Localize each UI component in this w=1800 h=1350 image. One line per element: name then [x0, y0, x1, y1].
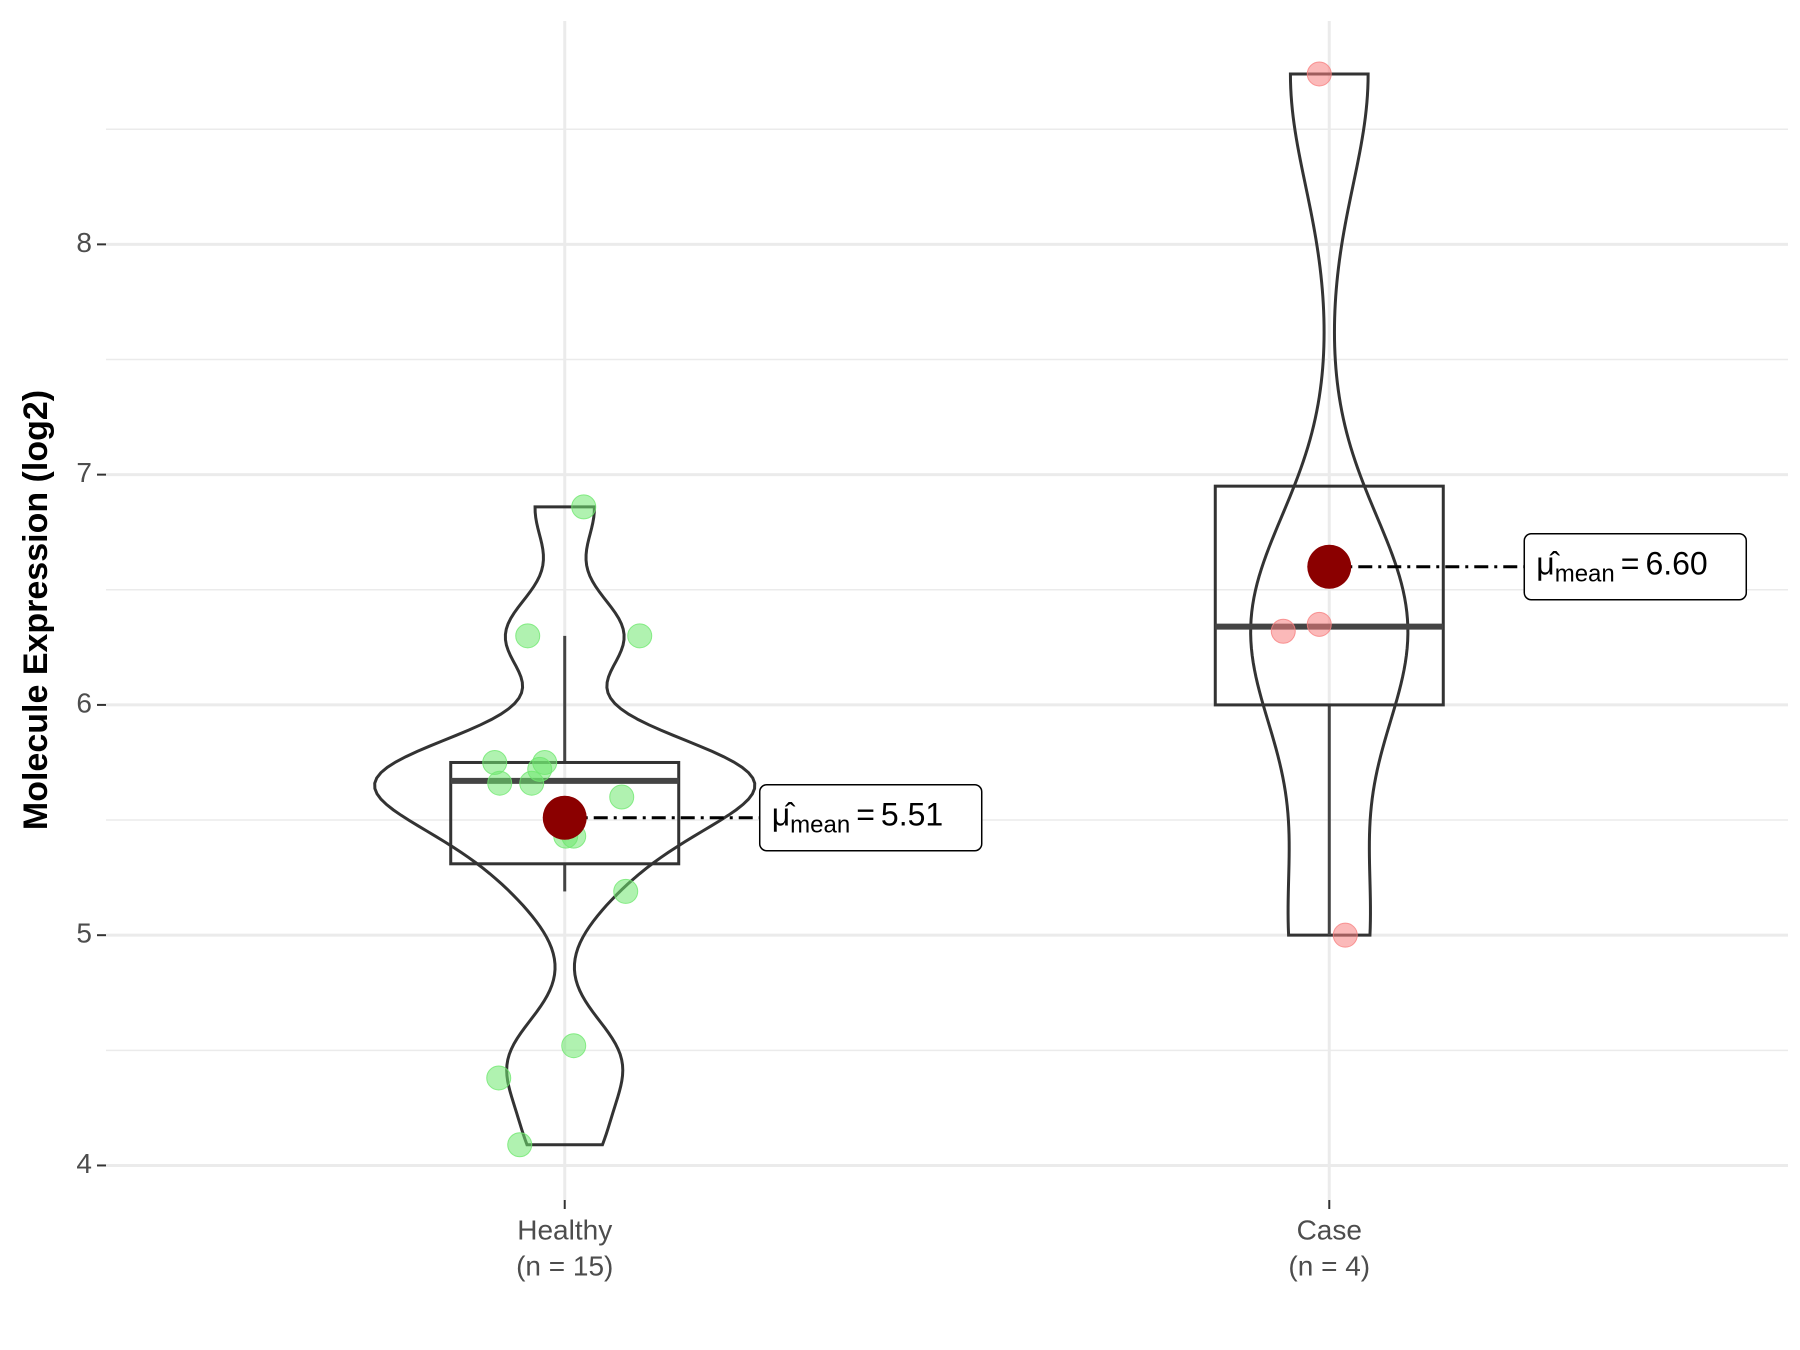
point [609, 784, 635, 810]
point [482, 749, 508, 775]
x-tick-label: Healthy [517, 1214, 612, 1245]
mean-subscript: mean [1555, 561, 1615, 588]
mean-label: μ̂mean = 6.60 [1536, 546, 1707, 588]
point [571, 494, 597, 520]
point [627, 623, 653, 649]
mean-equals: = [856, 797, 875, 833]
point [527, 756, 553, 782]
point [1270, 618, 1296, 644]
y-axis-title: Molecule Expression (log2) [17, 390, 55, 830]
point [561, 1033, 587, 1059]
x-tick-count: (n = 15) [516, 1250, 613, 1281]
y-tick-label: 4 [76, 1148, 92, 1179]
mean-label-box [1523, 532, 1748, 601]
mean-value: 5.51 [881, 797, 943, 833]
mean-label-box [758, 783, 983, 852]
point [1332, 922, 1358, 948]
point [486, 1065, 512, 1091]
mean-point [1307, 544, 1352, 589]
y-tick-label: 7 [76, 457, 92, 488]
violin [373, 505, 757, 1147]
mean-value: 6.60 [1645, 546, 1707, 582]
point [1306, 61, 1332, 87]
mean-equals: = [1621, 546, 1640, 582]
point [515, 623, 541, 649]
box [449, 760, 681, 866]
mean-label: μ̂mean = 5.51 [772, 797, 943, 839]
mean-subscript: mean [790, 812, 850, 839]
point [507, 1132, 533, 1158]
x-tick-label: Case [1297, 1214, 1362, 1245]
x-tick-count: (n = 4) [1288, 1250, 1370, 1281]
y-tick-label: 6 [76, 687, 92, 718]
mean-point [542, 795, 587, 840]
point [1306, 611, 1332, 637]
point [487, 770, 513, 796]
point [613, 878, 639, 904]
violin [1249, 72, 1410, 937]
box [1213, 484, 1445, 707]
y-tick-label: 8 [76, 227, 92, 258]
y-tick-label: 5 [76, 918, 92, 949]
